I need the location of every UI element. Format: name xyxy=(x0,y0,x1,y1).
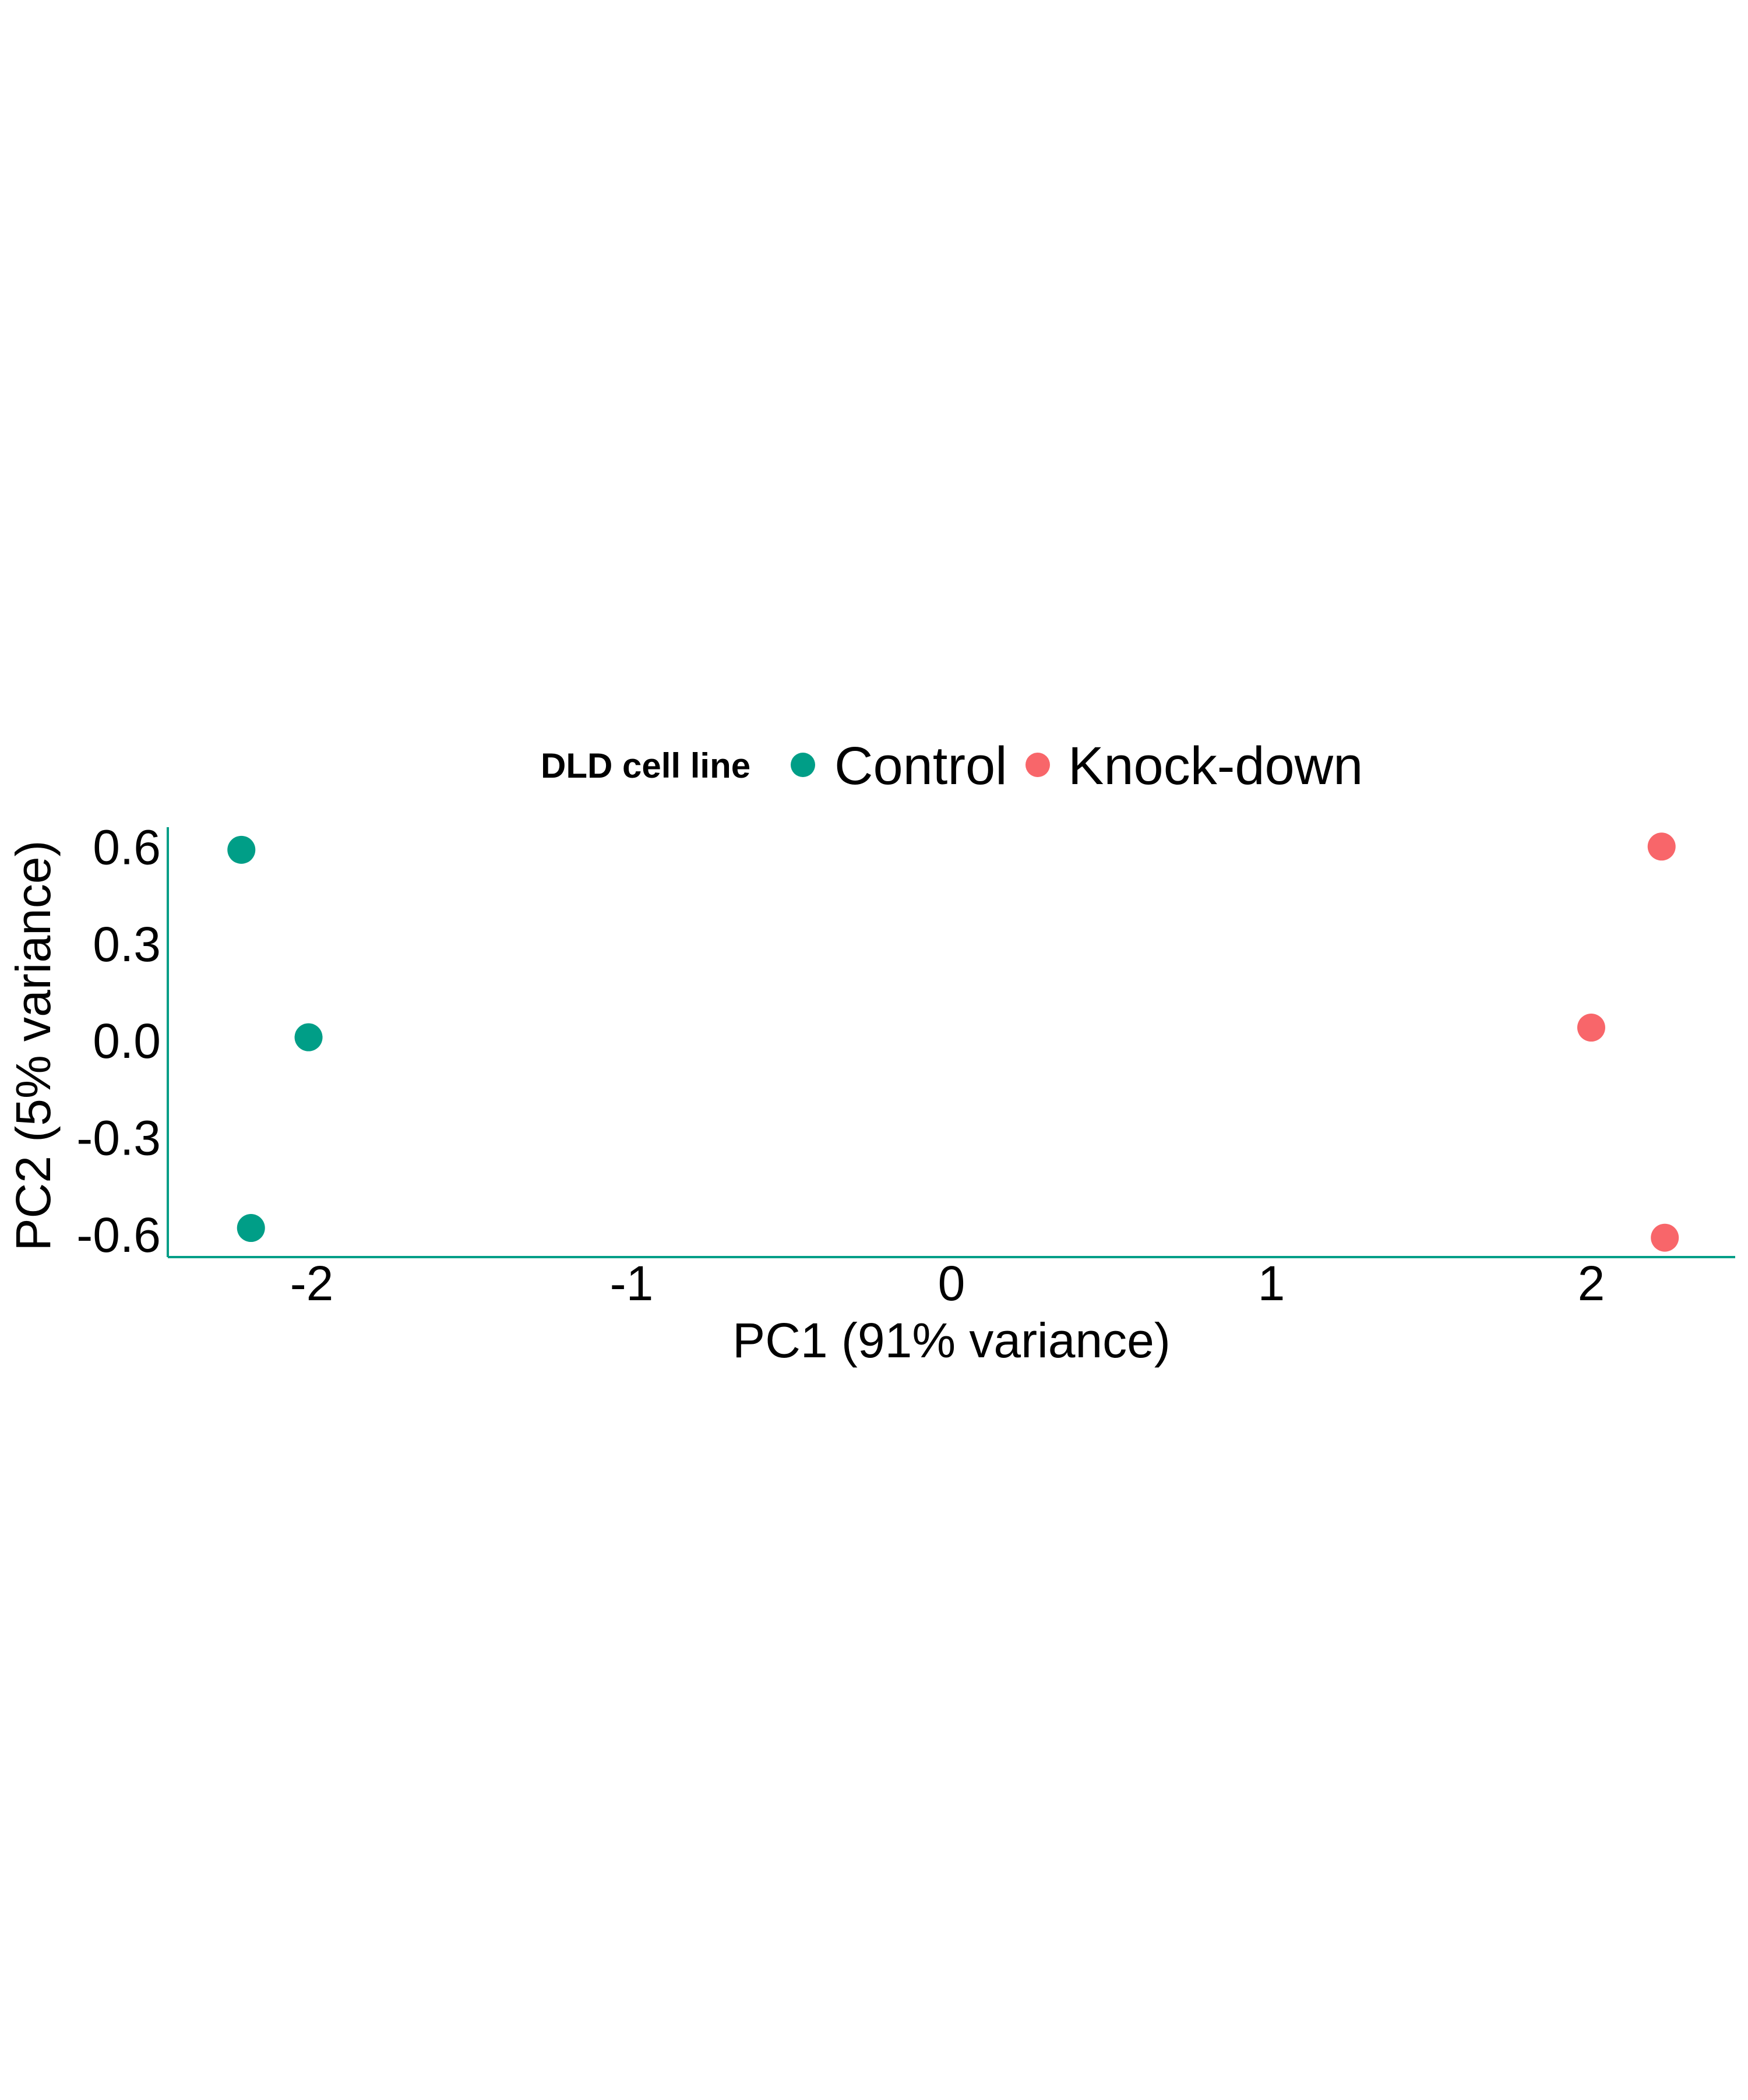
x-tick-label: -1 xyxy=(610,1256,654,1311)
legend-title: DLD cell line xyxy=(541,746,750,785)
data-point-knock-down xyxy=(1647,832,1676,861)
y-tick-label: 0.3 xyxy=(93,917,161,972)
y-axis-title: PC2 (5% variance) xyxy=(6,841,61,1251)
data-point-control xyxy=(227,835,256,864)
y-tick-label: 0.6 xyxy=(93,820,161,874)
data-point-knock-down xyxy=(1651,1223,1679,1252)
x-tick-label: -2 xyxy=(290,1256,334,1311)
x-tick-label: 0 xyxy=(938,1256,965,1311)
data-point-knock-down xyxy=(1577,1014,1605,1042)
legend-label-knock-down: Knock-down xyxy=(1068,736,1363,796)
data-point-control xyxy=(237,1214,265,1243)
y-tick-label: 0.0 xyxy=(93,1014,161,1068)
y-tick-label: -0.6 xyxy=(76,1208,161,1262)
data-point-control xyxy=(294,1023,323,1051)
y-axis-ticks: 0.6 0.3 0.0 -0.3 -0.6 xyxy=(76,820,161,1262)
legend: DLD cell line Control Knock-down xyxy=(541,736,1363,796)
x-axis-ticks: -2 -1 0 1 2 xyxy=(290,1256,1605,1311)
x-axis-title: PC1 (91% variance) xyxy=(732,1313,1171,1368)
legend-label-control: Control xyxy=(834,736,1007,796)
y-tick-label: -0.3 xyxy=(76,1111,161,1166)
x-tick-label: 2 xyxy=(1578,1256,1605,1311)
legend-marker-control xyxy=(791,753,815,777)
legend-marker-knock-down xyxy=(1025,753,1050,777)
x-tick-label: 1 xyxy=(1258,1256,1285,1311)
data-points xyxy=(227,832,1679,1252)
